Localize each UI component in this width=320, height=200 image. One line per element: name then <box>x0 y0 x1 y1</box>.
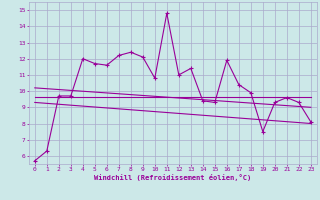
X-axis label: Windchill (Refroidissement éolien,°C): Windchill (Refroidissement éolien,°C) <box>94 174 252 181</box>
